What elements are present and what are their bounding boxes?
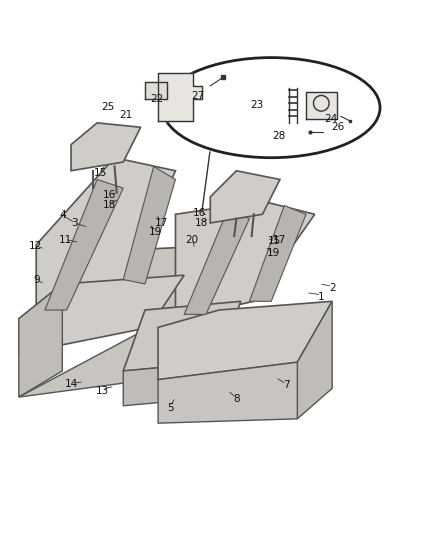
Polygon shape (19, 327, 149, 397)
Text: 4: 4 (59, 210, 66, 220)
Polygon shape (176, 201, 315, 319)
Text: 7: 7 (283, 380, 290, 390)
Polygon shape (158, 301, 332, 379)
Text: 23: 23 (251, 100, 264, 110)
Text: 24: 24 (325, 115, 338, 124)
Polygon shape (158, 73, 201, 120)
Text: 27: 27 (191, 91, 205, 101)
Text: 17: 17 (272, 235, 286, 245)
Polygon shape (71, 123, 141, 171)
Text: 15: 15 (268, 236, 281, 246)
Text: 2: 2 (329, 283, 336, 293)
Polygon shape (210, 171, 280, 223)
Text: 15: 15 (94, 168, 107, 178)
Text: 18: 18 (195, 218, 208, 228)
Text: 21: 21 (119, 110, 132, 120)
Text: 19: 19 (149, 227, 162, 237)
Polygon shape (19, 284, 62, 397)
Polygon shape (184, 210, 250, 314)
Polygon shape (36, 158, 176, 319)
Text: 11: 11 (59, 235, 72, 245)
Text: 16: 16 (102, 190, 116, 200)
Polygon shape (158, 362, 297, 423)
Text: 14: 14 (65, 379, 78, 389)
Text: 16: 16 (193, 208, 206, 219)
Text: 12: 12 (29, 240, 42, 251)
Polygon shape (123, 301, 241, 371)
Polygon shape (45, 180, 123, 310)
Text: 9: 9 (34, 276, 40, 286)
Text: 17: 17 (155, 218, 168, 228)
Text: 13: 13 (96, 385, 109, 395)
Text: 3: 3 (71, 218, 78, 228)
Text: 26: 26 (331, 122, 344, 132)
Text: 20: 20 (185, 235, 198, 245)
Polygon shape (123, 245, 241, 319)
Polygon shape (123, 362, 219, 406)
Text: 18: 18 (102, 200, 116, 209)
Text: 8: 8 (233, 394, 240, 404)
Text: 1: 1 (318, 292, 325, 302)
Polygon shape (306, 92, 336, 118)
Text: 28: 28 (272, 131, 286, 141)
Text: 25: 25 (101, 102, 115, 112)
Text: 22: 22 (151, 94, 164, 104)
Text: 19: 19 (267, 248, 280, 259)
Polygon shape (19, 275, 184, 353)
Polygon shape (250, 206, 306, 301)
Text: 5: 5 (167, 403, 173, 413)
Polygon shape (123, 166, 176, 284)
Polygon shape (297, 301, 332, 419)
Polygon shape (145, 82, 167, 99)
